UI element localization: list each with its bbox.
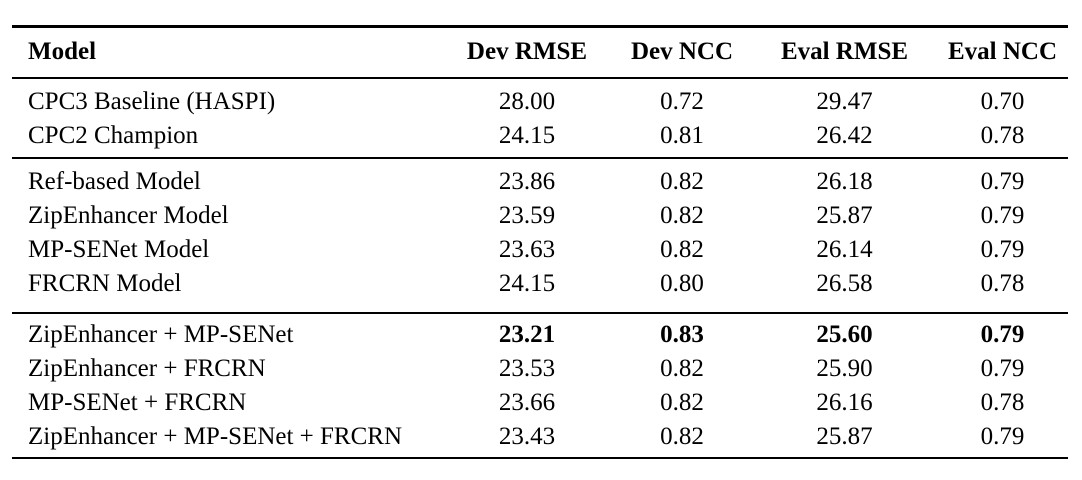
- dev-ncc-cell: 0.81: [660, 121, 704, 149]
- column-header-eval-ncc: Eval NCC: [947, 38, 1058, 66]
- dev-ncc-cell: 0.82: [660, 388, 704, 416]
- table-row: ZipEnhancer + MP-SENet + FRCRN 23.43 0.8…: [12, 420, 1068, 458]
- model-cell: ZipEnhancer + MP-SENet + FRCRN: [28, 422, 403, 450]
- eval-ncc-cell: 0.79: [980, 167, 1025, 195]
- table-row: MP-SENet + FRCRN 23.66 0.82 26.16 0.78: [12, 386, 1068, 420]
- eval-rmse-cell: 25.87: [816, 201, 873, 229]
- model-cell: MP-SENet + FRCRN: [28, 388, 247, 416]
- table-row: Ref-based Model 23.86 0.82 26.18 0.79: [12, 158, 1068, 199]
- model-cell: ZipEnhancer + FRCRN: [28, 354, 266, 382]
- eval-ncc-cell: 0.78: [980, 269, 1025, 297]
- dev-rmse-cell: 24.15: [498, 269, 556, 297]
- column-header-dev-ncc: Dev NCC: [630, 38, 734, 66]
- dev-rmse-cell: 23.21: [498, 320, 556, 348]
- eval-ncc-cell: 0.79: [980, 320, 1025, 348]
- model-cell: CPC3 Baseline (HASPI): [28, 87, 276, 115]
- model-cell: ZipEnhancer + MP-SENet: [28, 320, 294, 348]
- table-row: ZipEnhancer + FRCRN 23.53 0.82 25.90 0.7…: [12, 352, 1068, 386]
- model-cell: CPC2 Champion: [28, 121, 199, 149]
- table-row: CPC3 Baseline (HASPI) 28.00 0.72 29.47 0…: [12, 78, 1068, 119]
- dev-ncc-cell: 0.82: [660, 201, 704, 229]
- dev-ncc-cell: 0.82: [660, 354, 704, 382]
- section-ensemble-models: ZipEnhancer + MP-SENet 23.21 0.83 25.60 …: [12, 312, 1068, 458]
- table-row-best: ZipEnhancer + MP-SENet 23.21 0.83 25.60 …: [12, 313, 1068, 352]
- eval-ncc-cell: 0.79: [980, 354, 1025, 382]
- eval-ncc-cell: 0.78: [980, 121, 1025, 149]
- eval-ncc-cell: 0.78: [980, 388, 1025, 416]
- dev-rmse-cell: 23.86: [498, 167, 556, 195]
- eval-rmse-cell: 25.60: [816, 320, 873, 348]
- dev-ncc-cell: 0.80: [660, 269, 704, 297]
- eval-ncc-cell: 0.79: [980, 201, 1025, 229]
- model-cell: ZipEnhancer Model: [28, 201, 229, 229]
- model-cell: FRCRN Model: [28, 269, 182, 297]
- dev-ncc-cell: 0.82: [660, 167, 704, 195]
- column-header-dev-rmse: Dev RMSE: [466, 38, 588, 66]
- section-single-models: Ref-based Model 23.86 0.82 26.18 0.79 Zi…: [12, 157, 1068, 313]
- table-row: ZipEnhancer Model 23.59 0.82 25.87 0.79: [12, 199, 1068, 233]
- dev-ncc-cell: 0.82: [660, 422, 704, 450]
- column-header-model: Model: [28, 38, 97, 66]
- table-header: Model Dev RMSE Dev NCC Eval RMSE Eval NC…: [12, 27, 1068, 78]
- table-row: FRCRN Model 24.15 0.80 26.58 0.78: [12, 267, 1068, 313]
- header-row: Model Dev RMSE Dev NCC Eval RMSE Eval NC…: [12, 27, 1068, 78]
- section-baselines: CPC3 Baseline (HASPI) 28.00 0.72 29.47 0…: [12, 78, 1068, 158]
- dev-ncc-cell: 0.83: [660, 320, 704, 348]
- dev-rmse-cell: 23.43: [498, 422, 556, 450]
- eval-rmse-cell: 25.90: [816, 354, 873, 382]
- eval-ncc-cell: 0.70: [980, 87, 1025, 115]
- eval-rmse-cell: 26.42: [816, 121, 873, 149]
- model-cell: Ref-based Model: [28, 167, 201, 195]
- dev-rmse-cell: 23.53: [498, 354, 556, 382]
- dev-ncc-cell: 0.72: [660, 87, 704, 115]
- results-table: Model Dev RMSE Dev NCC Eval RMSE Eval NC…: [12, 25, 1068, 459]
- table-row: MP-SENet Model 23.63 0.82 26.14 0.79: [12, 233, 1068, 267]
- dev-rmse-cell: 23.59: [498, 201, 556, 229]
- dev-rmse-cell: 28.00: [498, 87, 556, 115]
- dev-rmse-cell: 23.63: [498, 235, 556, 263]
- eval-ncc-cell: 0.79: [980, 422, 1025, 450]
- dev-rmse-cell: 24.15: [498, 121, 556, 149]
- eval-rmse-cell: 26.18: [816, 167, 873, 195]
- eval-rmse-cell: 26.16: [816, 388, 873, 416]
- column-header-eval-rmse: Eval RMSE: [780, 38, 909, 66]
- dev-rmse-cell: 23.66: [498, 388, 556, 416]
- eval-rmse-cell: 29.47: [816, 87, 873, 115]
- model-cell: MP-SENet Model: [28, 235, 210, 263]
- eval-rmse-cell: 26.58: [816, 269, 873, 297]
- eval-rmse-cell: 26.14: [816, 235, 873, 263]
- table-row: CPC2 Champion 24.15 0.81 26.42 0.78: [12, 119, 1068, 158]
- dev-ncc-cell: 0.82: [660, 235, 704, 263]
- eval-rmse-cell: 25.87: [816, 422, 873, 450]
- model-results-table: Model Dev RMSE Dev NCC Eval RMSE Eval NC…: [12, 25, 1068, 459]
- eval-ncc-cell: 0.79: [980, 235, 1025, 263]
